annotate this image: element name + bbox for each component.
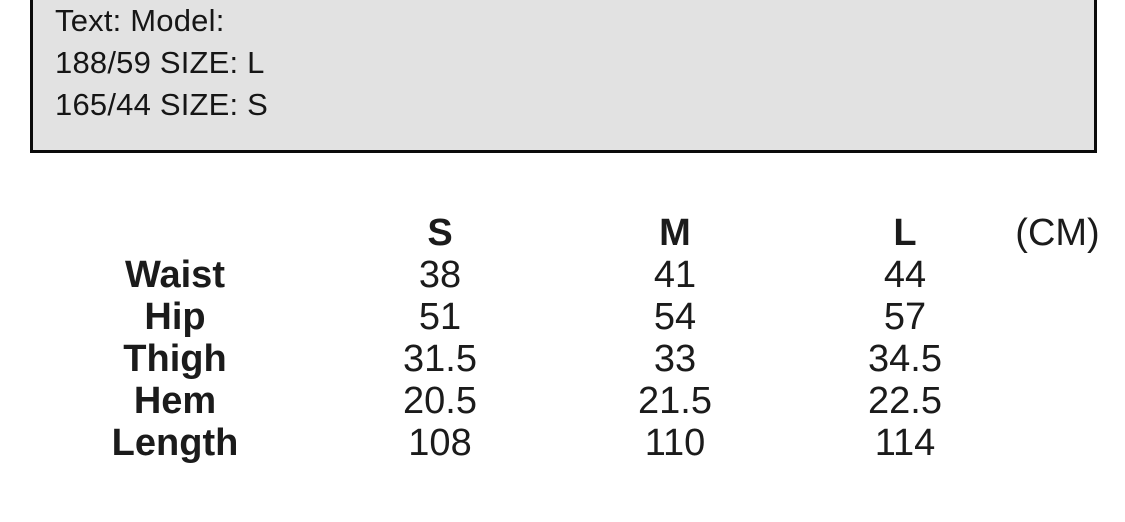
column-header-m: M: [659, 212, 691, 254]
table-corner-spacer: [0, 212, 350, 254]
cell-thigh-s: 31.5: [403, 338, 477, 380]
row-spacer: [990, 338, 1125, 380]
model-info-line-1: Text: Model:: [55, 3, 225, 38]
row-spacer: [990, 422, 1125, 464]
model-info-line-2: 188/59 SIZE: L: [55, 45, 265, 80]
column-header-l: L: [893, 212, 917, 254]
cell-waist-m: 41: [653, 254, 697, 296]
row-label-length: Length: [111, 422, 239, 464]
row-label-hip: Hip: [144, 296, 206, 338]
cell-hem-l: 22.5: [868, 380, 942, 422]
size-table: S M L (CM) Waist 38 41 44 Hip 51 54 57 T…: [0, 212, 1125, 464]
row-label-waist: Waist: [125, 254, 225, 296]
row-label-hem: Hem: [133, 380, 217, 422]
cell-length-m: 110: [644, 422, 706, 464]
cell-thigh-l: 34.5: [868, 338, 942, 380]
column-header-s: S: [427, 212, 453, 254]
cell-waist-l: 44: [883, 254, 927, 296]
unit-label: (CM): [1015, 212, 1100, 254]
model-info-box: Text: Model: 188/59 SIZE: L 165/44 SIZE:…: [30, 0, 1097, 153]
cell-hip-l: 57: [883, 296, 927, 338]
cell-waist-s: 38: [418, 254, 462, 296]
cell-hip-m: 54: [653, 296, 697, 338]
cell-length-l: 114: [874, 422, 936, 464]
row-spacer: [990, 380, 1125, 422]
cell-length-s: 108: [408, 422, 472, 464]
row-label-thigh: Thigh: [123, 338, 227, 380]
cell-hip-s: 51: [418, 296, 462, 338]
cell-hem-m: 21.5: [638, 380, 712, 422]
row-spacer: [990, 296, 1125, 338]
model-info-line-3: 165/44 SIZE: S: [55, 87, 269, 122]
cell-hem-s: 20.5: [403, 380, 477, 422]
row-spacer: [990, 254, 1125, 296]
cell-thigh-m: 33: [653, 338, 697, 380]
